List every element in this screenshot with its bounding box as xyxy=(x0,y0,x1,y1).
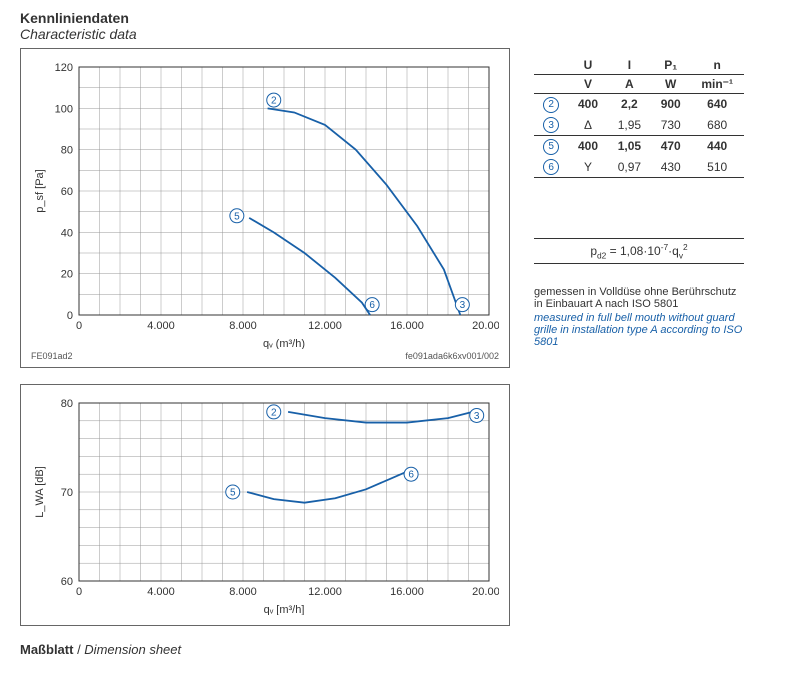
table-cell: 400 xyxy=(568,136,607,157)
svg-text:80: 80 xyxy=(61,145,73,157)
svg-text:20.000: 20.000 xyxy=(472,320,499,332)
table-header: P₁ xyxy=(651,56,690,75)
svg-text:3: 3 xyxy=(460,300,466,311)
svg-text:8.000: 8.000 xyxy=(229,320,257,332)
svg-text:12.000: 12.000 xyxy=(308,320,342,332)
table-cell: 400 xyxy=(568,94,607,115)
svg-text:qᵥ (m³/h): qᵥ (m³/h) xyxy=(263,338,305,349)
svg-text:16.000: 16.000 xyxy=(390,320,424,332)
table-row: 2 4002,2900640 xyxy=(534,94,744,115)
operating-point-table: UIP₁n VAWmin⁻¹ 24002,29006403Δ1,95730680… xyxy=(534,56,744,178)
table-header xyxy=(534,56,568,75)
table-unit: min⁻¹ xyxy=(690,75,744,94)
svg-text:20.000: 20.000 xyxy=(472,586,499,598)
pressure-chart: 0 4.000 8.000 12.000 16.000 20.000 0 20 40 60 80 10… xyxy=(20,48,510,368)
svg-text:0: 0 xyxy=(67,310,73,322)
svg-text:5: 5 xyxy=(230,488,236,499)
table-cell: 640 xyxy=(690,94,744,115)
svg-text:4.000: 4.000 xyxy=(147,320,175,332)
table-unit xyxy=(534,75,568,94)
svg-text:3: 3 xyxy=(474,411,480,422)
svg-text:2: 2 xyxy=(271,96,277,107)
svg-text:6: 6 xyxy=(408,470,414,481)
svg-text:40: 40 xyxy=(61,227,73,239)
table-cell: 470 xyxy=(651,136,690,157)
dimension-heading: Maßblatt / Dimension sheet xyxy=(20,642,510,657)
plot-id: FE091ad2 xyxy=(31,351,73,361)
table-header: n xyxy=(690,56,744,75)
formula: pd2 = 1,08·10-7·qv2 xyxy=(534,238,744,264)
table-cell: 440 xyxy=(690,136,744,157)
svg-text:2: 2 xyxy=(271,407,277,418)
svg-text:60: 60 xyxy=(61,186,73,198)
curve-id-icon: 2 xyxy=(543,97,559,113)
svg-text:0: 0 xyxy=(76,586,82,598)
svg-text:20: 20 xyxy=(61,269,73,281)
table-header: I xyxy=(608,56,651,75)
table-row: 5 4001,05470440 xyxy=(534,136,744,157)
heading-de: Kennliniendaten xyxy=(20,10,772,26)
curve-id-icon: 5 xyxy=(543,139,559,155)
table-row: 3Δ1,95730680 xyxy=(534,115,744,136)
table-row: 6Y0,97430510 xyxy=(534,157,744,178)
curve-id-icon: 3 xyxy=(543,117,559,133)
svg-text:L_WA [dB]: L_WA [dB] xyxy=(34,466,46,518)
table-cell: 2,2 xyxy=(608,94,651,115)
svg-text:8.000: 8.000 xyxy=(229,586,257,598)
svg-text:6: 6 xyxy=(369,300,375,311)
table-unit: V xyxy=(568,75,607,94)
table-cell: 430 xyxy=(651,157,690,178)
table-cell: 0,97 xyxy=(608,157,651,178)
table-cell: 1,05 xyxy=(608,136,651,157)
svg-text:16.000: 16.000 xyxy=(390,586,424,598)
sound-chart: 0 4.000 8.000 12.000 16.000 20.000 60 70 80 qᵥ [m… xyxy=(20,384,510,626)
table-cell: 900 xyxy=(651,94,690,115)
svg-text:4.000: 4.000 xyxy=(147,586,175,598)
table-cell: 1,95 xyxy=(608,115,651,136)
table-unit: A xyxy=(608,75,651,94)
svg-text:100: 100 xyxy=(55,103,73,115)
heading-en: Characteristic data xyxy=(20,26,772,42)
svg-text:70: 70 xyxy=(61,487,73,499)
svg-text:0: 0 xyxy=(76,320,82,332)
svg-text:qᵥ [m³/h]: qᵥ [m³/h] xyxy=(264,604,305,615)
note-en: measured in full bell mouth without guar… xyxy=(534,312,744,348)
curve-id-icon: 6 xyxy=(543,159,559,175)
table-cell: 680 xyxy=(690,115,744,136)
svg-text:12.000: 12.000 xyxy=(308,586,342,598)
table-header: U xyxy=(568,56,607,75)
svg-text:80: 80 xyxy=(61,398,73,410)
file-id: fe091ada6k6xv001/002 xyxy=(405,351,499,361)
table-cell: 730 xyxy=(651,115,690,136)
svg-text:120: 120 xyxy=(55,62,73,74)
table-cell: Y xyxy=(568,157,607,178)
table-cell: 510 xyxy=(690,157,744,178)
svg-text:p_sf [Pa]: p_sf [Pa] xyxy=(34,169,46,212)
svg-text:5: 5 xyxy=(234,211,240,222)
note-de: gemessen in Volldüse ohne Berührschutz i… xyxy=(534,286,744,310)
table-cell: Δ xyxy=(568,115,607,136)
table-unit: W xyxy=(651,75,690,94)
svg-text:60: 60 xyxy=(61,576,73,588)
formula-text: pd2 = 1,08·10-7·qv2 xyxy=(590,244,687,258)
